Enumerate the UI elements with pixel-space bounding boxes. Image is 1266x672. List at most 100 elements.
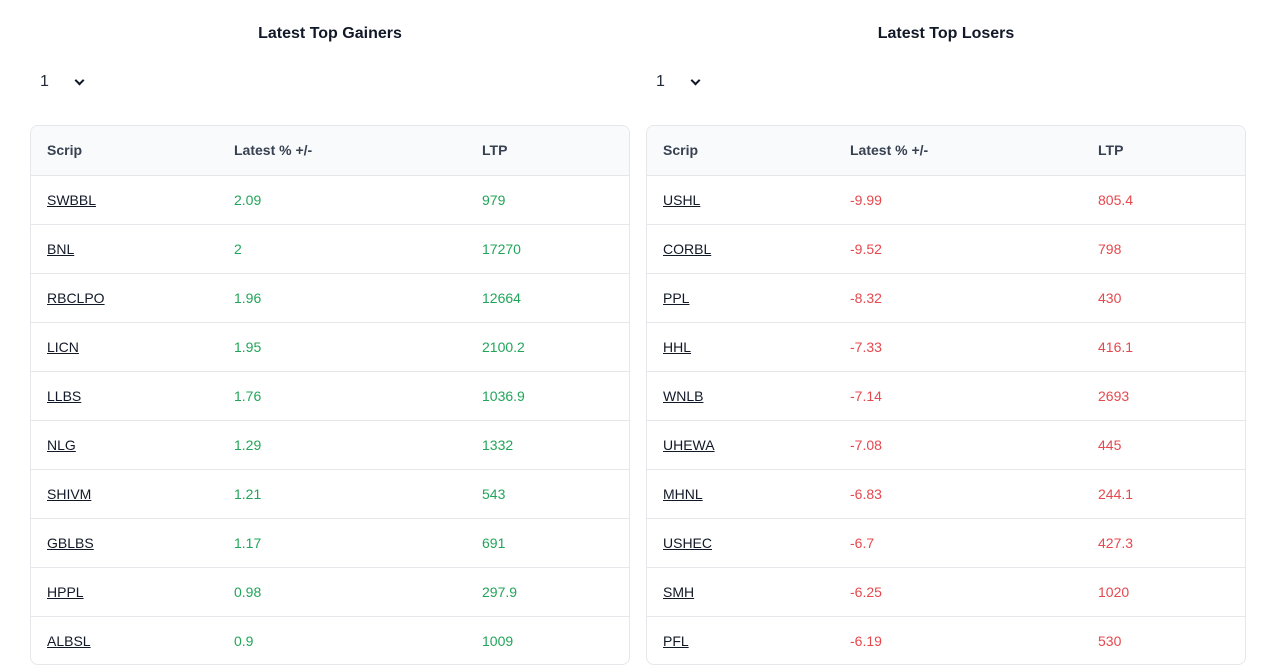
pct-change-cell: 1.17 xyxy=(234,534,262,551)
pct-change-cell-td: 1.29 xyxy=(218,419,466,469)
scrip-link[interactable]: HHL xyxy=(663,338,692,355)
pct-change-cell: 1.29 xyxy=(234,436,262,453)
table-row: HPPL 0.98 297.9 xyxy=(31,566,629,616)
pct-change-cell: 1.21 xyxy=(234,485,262,502)
top-losers-panel: Latest Top Losers 1 Scrip Latest % +/- L… xyxy=(646,0,1246,672)
ltp-cell: 17270 xyxy=(482,240,521,257)
scrip-link-td: BNL xyxy=(31,223,218,273)
ltp-cell: 297.9 xyxy=(482,583,518,600)
ltp-cell: 1036.9 xyxy=(482,387,525,404)
ltp-cell-td: 1020 xyxy=(1082,566,1245,616)
ltp-cell: 691 xyxy=(482,534,506,551)
ltp-cell: 979 xyxy=(482,191,506,208)
ltp-cell: 2100.2 xyxy=(482,338,525,355)
scrip-link-td: HHL xyxy=(647,321,834,371)
pct-change-cell-td: 1.95 xyxy=(218,321,466,371)
pct-change-cell-td: -7.33 xyxy=(834,321,1082,371)
ltp-cell-td: 416.1 xyxy=(1082,321,1245,371)
pct-change-cell-td: 1.21 xyxy=(218,468,466,518)
pct-change-cell: 0.98 xyxy=(234,583,262,600)
ltp-cell-td: 17270 xyxy=(466,223,629,273)
scrip-link[interactable]: LICN xyxy=(47,338,79,355)
scrip-link-td: SHIVM xyxy=(31,468,218,518)
ltp-cell-td: 1036.9 xyxy=(466,370,629,420)
scrip-link[interactable]: WNLB xyxy=(663,387,704,404)
scrip-link-td: SMH xyxy=(647,566,834,616)
scrip-link-td: NLG xyxy=(31,419,218,469)
pct-change-cell: -9.99 xyxy=(850,191,882,208)
ltp-cell-td: 297.9 xyxy=(466,566,629,616)
top-losers-title: Latest Top Losers xyxy=(877,25,1015,42)
table-row: CORBL -9.52 798 xyxy=(647,223,1245,273)
ltp-cell-td: 979 xyxy=(466,175,629,224)
ltp-cell: 798 xyxy=(1098,240,1122,257)
ltp-cell-td: 691 xyxy=(466,517,629,567)
table-row: HHL -7.33 416.1 xyxy=(647,321,1245,371)
scrip-link[interactable]: USHEC xyxy=(663,534,713,551)
ltp-cell-td: 2693 xyxy=(1082,370,1245,420)
scrip-link-td: GBLBS xyxy=(31,517,218,567)
losers-page-select[interactable]: 1 xyxy=(656,70,708,94)
ltp-cell-td: 427.3 xyxy=(1082,517,1245,567)
scrip-link[interactable]: SWBBL xyxy=(47,191,97,208)
ltp-cell: 2693 xyxy=(1098,387,1130,404)
top-gainers-title: Latest Top Gainers xyxy=(258,25,402,42)
pct-change-cell: -8.32 xyxy=(850,289,882,306)
pct-change-cell: 1.95 xyxy=(234,338,262,355)
scrip-link-td: WNLB xyxy=(647,370,834,420)
scrip-link[interactable]: USHL xyxy=(663,191,701,208)
table-row: NLG 1.29 1332 xyxy=(31,419,629,469)
table-row: RBCLPO 1.96 12664 xyxy=(31,272,629,322)
pct-change-cell-td: -9.99 xyxy=(834,175,1082,224)
scrip-link[interactable]: PPL xyxy=(663,289,690,306)
table-row: SWBBL 2.09 979 xyxy=(31,175,629,224)
scrip-link[interactable]: PFL xyxy=(663,632,689,649)
scrip-link-td: ALBSL xyxy=(31,615,218,664)
pct-change-cell-td: -6.25 xyxy=(834,566,1082,616)
pct-change-cell-td: -7.14 xyxy=(834,370,1082,420)
ltp-cell: 805.4 xyxy=(1098,191,1134,208)
scrip-link-td: UHEWA xyxy=(647,419,834,469)
scrip-link-td: USHEC xyxy=(647,517,834,567)
table-row: WNLB -7.14 2693 xyxy=(647,370,1245,420)
scrip-link-td: LICN xyxy=(31,321,218,371)
scrip-link[interactable]: CORBL xyxy=(663,240,712,257)
losers-table-card: Scrip Latest % +/- LTP USHL -9.99 805.4 COR… xyxy=(646,125,1246,665)
pct-change-cell: 2 xyxy=(234,240,242,257)
scrip-link[interactable]: SMH xyxy=(663,583,695,600)
gainers-select-value: 1 xyxy=(40,73,49,90)
scrip-link[interactable]: UHEWA xyxy=(663,436,715,453)
scrip-link-td: RBCLPO xyxy=(31,272,218,322)
pct-change-cell: -7.08 xyxy=(850,436,882,453)
pct-change-cell-td: -8.32 xyxy=(834,272,1082,322)
ltp-cell: 430 xyxy=(1098,289,1122,306)
pct-change-cell-td: 0.98 xyxy=(218,566,466,616)
ltp-cell-td: 798 xyxy=(1082,223,1245,273)
scrip-link[interactable]: MHNL xyxy=(663,485,703,502)
scrip-link[interactable]: NLG xyxy=(47,436,76,453)
table-row: UHEWA -7.08 445 xyxy=(647,419,1245,469)
scrip-link[interactable]: BNL xyxy=(47,240,75,257)
header-scrip: Scrip xyxy=(31,126,218,176)
scrip-link[interactable]: ALBSL xyxy=(47,632,91,649)
pct-change-cell: 0.9 xyxy=(234,632,254,649)
pct-change-cell-td: 1.76 xyxy=(218,370,466,420)
header-ltp: LTP xyxy=(1082,126,1245,176)
gainers-page-select[interactable]: 1 xyxy=(40,70,92,94)
scrip-link[interactable]: SHIVM xyxy=(47,485,92,502)
losers-select-value: 1 xyxy=(656,73,665,90)
ltp-cell-td: 1332 xyxy=(466,419,629,469)
scrip-link[interactable]: HPPL xyxy=(47,583,84,600)
ltp-cell: 427.3 xyxy=(1098,534,1134,551)
scrip-link-td: CORBL xyxy=(647,223,834,273)
gainers-header-row: Scrip Latest % +/- LTP xyxy=(31,126,629,176)
scrip-link[interactable]: LLBS xyxy=(47,387,82,404)
pct-change-cell: 1.76 xyxy=(234,387,262,404)
scrip-link-td: SWBBL xyxy=(31,175,218,224)
scrip-link[interactable]: RBCLPO xyxy=(47,289,105,306)
scrip-link-td: USHL xyxy=(647,175,834,224)
table-row: BNL 2 17270 xyxy=(31,223,629,273)
scrip-link[interactable]: GBLBS xyxy=(47,534,94,551)
ltp-cell-td: 1009 xyxy=(466,615,629,664)
ltp-cell: 1009 xyxy=(482,632,514,649)
